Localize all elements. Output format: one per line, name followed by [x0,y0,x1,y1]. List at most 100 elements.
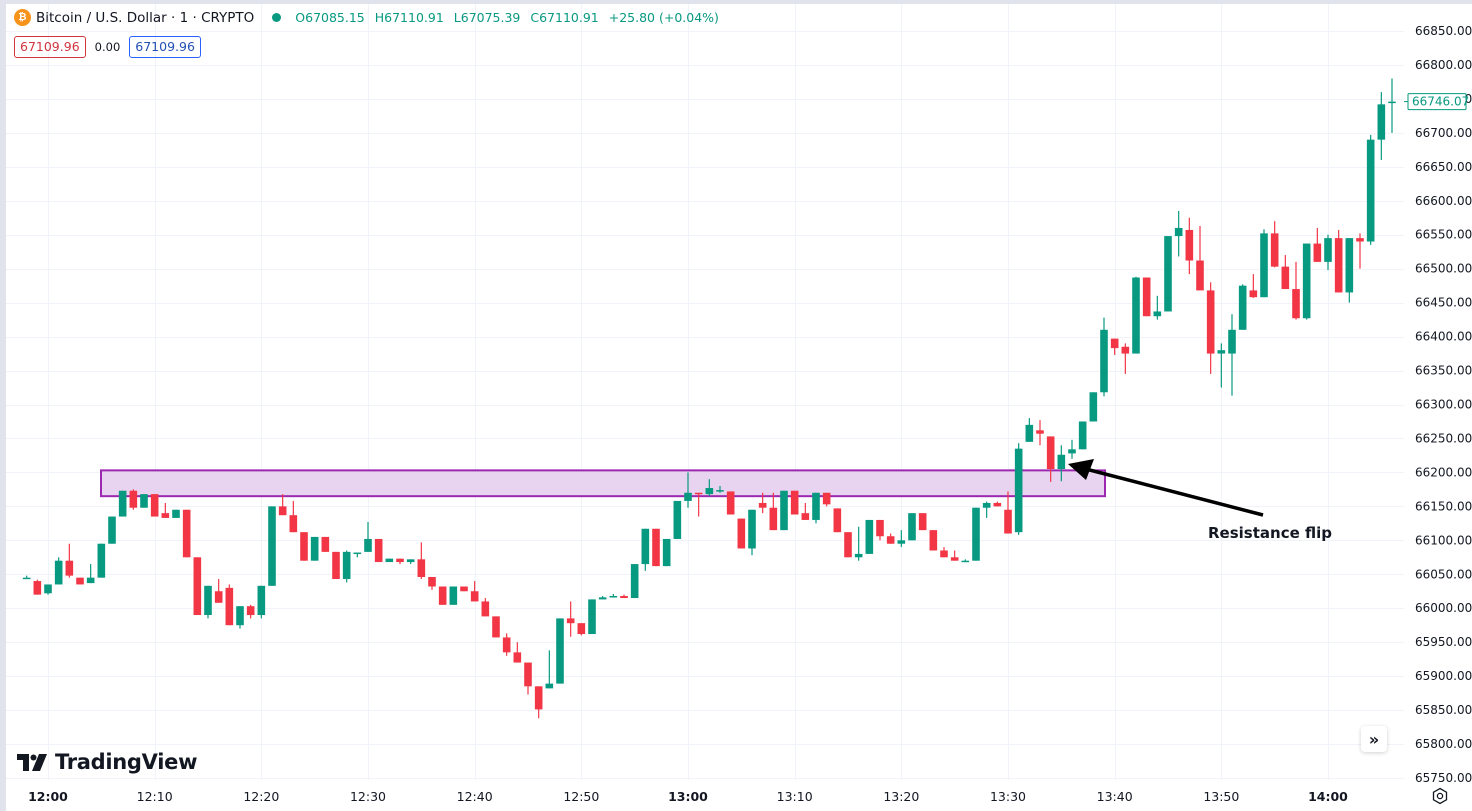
candle [982,501,991,518]
price-tick: 65750.00 [1415,771,1472,785]
candle [513,642,522,663]
candle [630,564,639,599]
resistance-zone[interactable] [100,469,1106,498]
candle [385,558,394,563]
time-tick: 13:20 [883,789,919,804]
candles [22,78,1396,719]
candle [470,581,479,602]
candle [172,509,180,518]
symbol-title[interactable]: Bitcoin / U.S. Dollar · 1 · CRYPTO [36,9,255,26]
left-border [0,0,6,811]
time-axis[interactable]: 12:00 12:10 12:20 12:30 12:40 12:50 13:00 13:10… [28,789,1348,804]
candle [1238,284,1247,330]
time-tick: 12:40 [457,789,493,804]
candle [438,586,447,605]
candle [886,533,895,544]
annotation-arrow[interactable]: Resistance flip [1068,459,1332,542]
time-tick: 14:00 [1308,789,1348,804]
symbol-legend[interactable]: ₿ Bitcoin / U.S. Dollar · 1 · CRYPTO O67… [14,9,725,26]
candle [289,500,298,533]
buy-button[interactable]: 67109.96 [129,36,201,58]
price-tick: 65800.00 [1415,737,1472,751]
candle [908,513,916,541]
candle [694,492,703,517]
candle [406,559,415,565]
candle [182,509,191,558]
candle [1249,274,1258,298]
time-tick: 12:00 [28,789,68,804]
candle [844,532,852,558]
candle [161,502,170,518]
candle [108,516,116,544]
candle [54,557,63,585]
candle [940,547,948,558]
candle [321,536,330,552]
price-tick: 66550.00 [1415,228,1472,242]
tradingview-logo[interactable]: TradingView [17,750,197,774]
candle [65,543,74,578]
candle [1356,233,1364,269]
candle [1121,343,1130,374]
candle [918,513,927,531]
candle [950,550,959,561]
time-tick: 12:50 [563,789,599,804]
candle [417,542,426,580]
candle [577,623,586,636]
candle [1068,439,1076,459]
candle [22,575,31,580]
time-tick: 12:10 [137,789,173,804]
resistance-zone-rect[interactable] [100,469,1106,498]
time-tick: 13:30 [990,789,1026,804]
candle [972,507,980,561]
candle [33,579,42,595]
price-tick: 66400.00 [1415,330,1472,344]
candle [1089,392,1098,422]
candle [44,584,52,595]
candle [268,506,276,586]
candle [822,492,831,507]
candle [1206,282,1215,374]
candle [193,557,202,616]
candle [1366,134,1375,245]
candle [1036,420,1044,446]
candle [1174,210,1183,257]
candle [1313,227,1322,262]
candle [1196,225,1204,291]
sell-button[interactable]: 67109.96 [14,36,86,58]
candle [1014,443,1023,535]
candle [705,479,714,497]
candle [364,521,372,552]
scroll-to-realtime-button[interactable]: » [1361,726,1387,752]
candle [502,633,511,656]
price-tick: 66050.00 [1415,567,1472,581]
price-tick: 66000.00 [1415,601,1472,615]
price-tick: 66650.00 [1415,160,1472,174]
candle [1078,421,1087,450]
price-tick: 66150.00 [1415,499,1472,513]
candle [524,662,532,695]
price-tick: 66300.00 [1415,398,1472,412]
candle [1260,229,1268,298]
candle [897,530,906,548]
candle [300,532,308,561]
candle [1025,418,1034,442]
gear-icon[interactable] [1431,787,1449,805]
candle [790,490,799,515]
candle [246,604,255,619]
candle [769,492,778,531]
price-tick: 66800.00 [1415,58,1472,72]
candle [1100,317,1108,397]
price-tick: 66200.00 [1415,465,1472,479]
price-axis[interactable]: 66850.0066800.0066750.0066700.0066650.00… [1404,24,1472,785]
top-border [0,0,1472,4]
price-tick: 65950.00 [1415,635,1472,649]
candle [236,606,244,629]
candle [598,596,607,600]
price-tick: 66600.00 [1415,194,1472,208]
candle [353,552,362,558]
candle [1377,92,1386,161]
candle [86,564,95,584]
candle [961,559,970,563]
candle [428,576,436,590]
